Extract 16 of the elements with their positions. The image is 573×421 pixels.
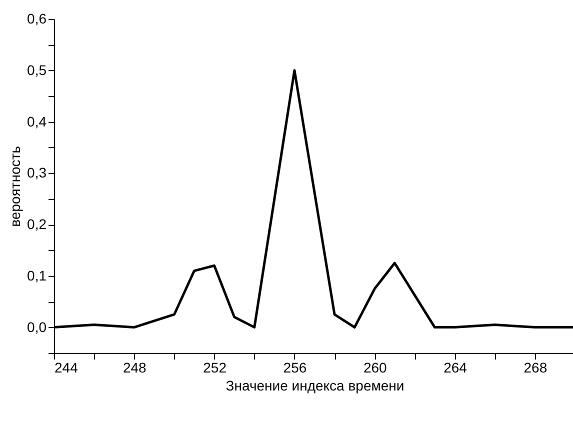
y-tick-label: 0,4 <box>27 113 47 130</box>
x-tick-label: 268 <box>524 360 548 376</box>
y-tick-label: 0,6 <box>27 10 47 26</box>
x-axis-title: Значение индекса времени <box>226 378 404 394</box>
x-tick-label: 260 <box>363 360 388 376</box>
y-tick-label: 0,5 <box>27 62 47 78</box>
x-tick-label: 248 <box>122 360 147 376</box>
x-tick-label: 264 <box>444 360 468 376</box>
x-tick-label: 256 <box>283 360 307 376</box>
x-tick-label: 252 <box>203 360 227 376</box>
y-axis-title: вероятность <box>7 146 24 227</box>
y-tick-label: 0,1 <box>27 267 47 284</box>
y-tick-label: 0,3 <box>27 164 47 181</box>
y-tick-label: 0,0 <box>27 318 47 335</box>
y-tick-label: 0,2 <box>27 216 47 232</box>
x-tick-label: 244 <box>54 360 78 376</box>
